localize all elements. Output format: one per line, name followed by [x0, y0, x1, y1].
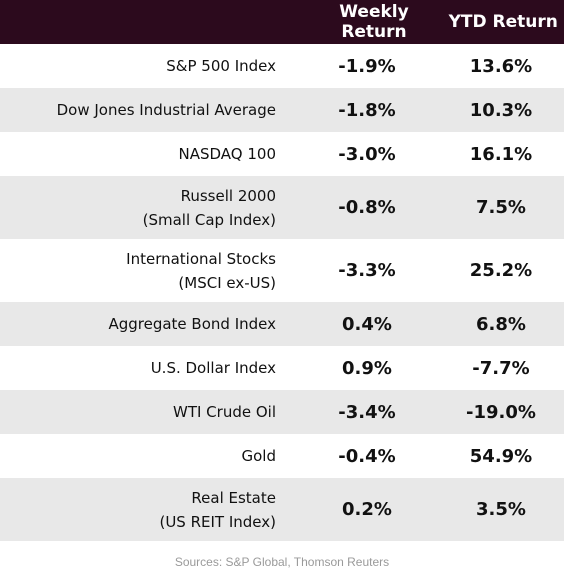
- ytd-return-value: -7.7%: [472, 357, 530, 379]
- weekly-return-value: -1.8%: [338, 99, 396, 121]
- weekly-return-value: -3.3%: [338, 260, 396, 281]
- ytd-return-value: 16.1%: [469, 143, 533, 165]
- ytd-return-value: 54.9%: [469, 445, 533, 467]
- table-row: Dow Jones Industrial Average -1.8% 10.3%: [0, 88, 564, 132]
- header-ytd-return: YTD Return: [448, 12, 558, 32]
- table-row: NASDAQ 100 -3.0% 16.1%: [0, 132, 564, 176]
- table-row: U.S. Dollar Index 0.9% -7.7%: [0, 346, 564, 390]
- weekly-return-value: 0.4%: [342, 313, 392, 335]
- weekly-return-value: -3.0%: [338, 143, 396, 165]
- weekly-return-value: 0.9%: [342, 357, 392, 379]
- index-name: NASDAQ 100: [178, 145, 277, 163]
- table-row: WTI Crude Oil -3.4% -19.0%: [0, 390, 564, 434]
- index-name: Gold: [241, 447, 277, 465]
- index-name: Dow Jones Industrial Average: [56, 101, 276, 119]
- ytd-return-value: 3.5%: [476, 499, 526, 520]
- table-header: Weekly Return YTD Return: [0, 0, 564, 44]
- index-name: WTI Crude Oil: [173, 403, 276, 421]
- table-row: S&P 500 Index -1.9% 13.6%: [0, 44, 564, 88]
- index-name: Real Estate (US REIT Index): [159, 488, 276, 531]
- ytd-return-value: 13.6%: [469, 55, 533, 77]
- ytd-return-value: 10.3%: [469, 99, 533, 121]
- weekly-return-value: -0.8%: [338, 197, 396, 218]
- table-row: International Stocks (MSCI ex-US) -3.3% 2…: [0, 239, 564, 302]
- table-row: Russell 2000 (Small Cap Index) -0.8% 7.5%: [0, 176, 564, 239]
- weekly-return-value: -3.4%: [338, 401, 396, 423]
- source-note: Sources: S&P Global, Thomson Reuters: [174, 555, 390, 569]
- ytd-return-value: -19.0%: [466, 401, 536, 423]
- weekly-return-value: -0.4%: [338, 445, 396, 467]
- ytd-return-value: 25.2%: [469, 260, 533, 281]
- ytd-return-value: 6.8%: [476, 313, 526, 335]
- table-row: Aggregate Bond Index 0.4% 6.8%: [0, 302, 564, 346]
- index-name: U.S. Dollar Index: [150, 359, 276, 377]
- index-name: S&P 500 Index: [166, 57, 276, 75]
- index-name: Aggregate Bond Index: [108, 315, 276, 333]
- header-weekly-return: Weekly Return: [339, 2, 409, 42]
- index-name: Russell 2000 (Small Cap Index): [142, 186, 276, 229]
- table-row: Gold -0.4% 54.9%: [0, 434, 564, 478]
- weekly-return-value: 0.2%: [342, 499, 392, 520]
- table-row: Real Estate (US REIT Index) 0.2% 3.5%: [0, 478, 564, 541]
- index-name: International Stocks (MSCI ex-US): [126, 249, 276, 292]
- weekly-return-value: -1.9%: [338, 55, 396, 77]
- ytd-return-value: 7.5%: [476, 197, 526, 218]
